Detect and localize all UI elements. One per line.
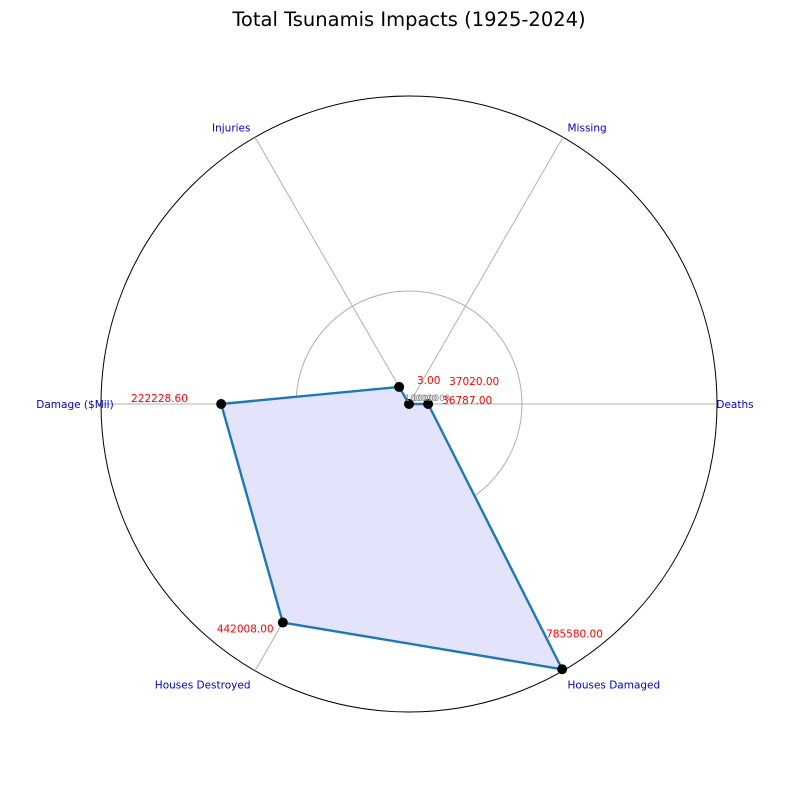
category-label-missing: Missing xyxy=(568,122,607,134)
category-label-houses-damaged: Houses Damaged xyxy=(568,680,661,692)
data-point-injuries xyxy=(394,381,405,392)
radar-spoke xyxy=(254,137,410,405)
data-point-damage-mil xyxy=(216,399,227,409)
value-label: 36787.00 xyxy=(442,395,492,407)
data-point-missing xyxy=(404,399,414,409)
radar-series xyxy=(216,381,568,675)
series-area xyxy=(221,386,563,670)
value-label: 785580.00 xyxy=(546,628,603,640)
data-point-houses-damaged xyxy=(557,664,568,675)
category-label-houses-destroyed: Houses Destroyed xyxy=(155,680,251,692)
data-point-deaths xyxy=(423,399,434,409)
radial-tick-label: 100000 xyxy=(405,394,437,404)
chart-title: Total Tsunamis Impacts (1925-2024) xyxy=(231,8,585,31)
value-label: 442008.00 xyxy=(217,624,274,636)
radial-tick-label: 1000000 xyxy=(412,394,450,404)
value-label: 37020.00 xyxy=(449,376,499,388)
value-label: 222228.60 xyxy=(131,393,188,405)
data-point-houses-destroyed xyxy=(277,617,288,628)
value-label: 3.00 xyxy=(417,375,440,387)
radar-spoke xyxy=(408,137,564,405)
category-label-damage-mil: Damage ($Mil) xyxy=(36,399,113,411)
category-label-deaths: Deaths xyxy=(716,399,753,411)
category-label-injuries: Injuries xyxy=(212,122,251,134)
